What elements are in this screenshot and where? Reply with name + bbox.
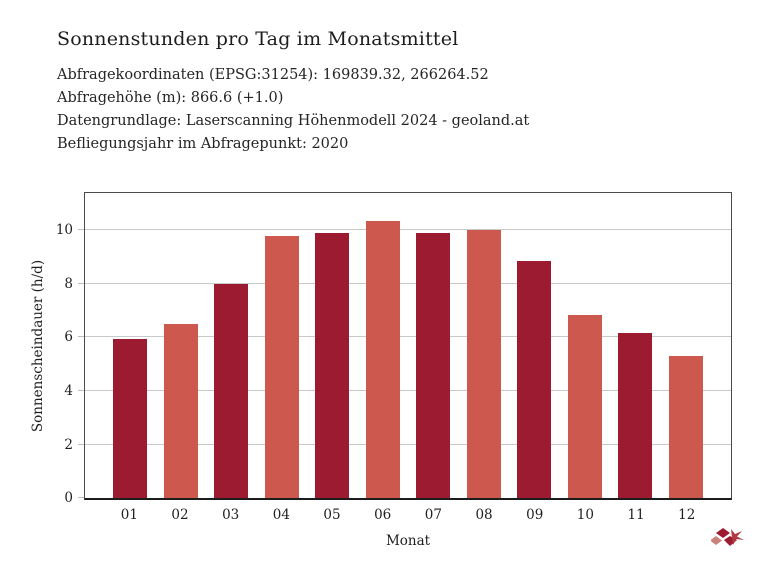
y-gridline — [85, 336, 731, 338]
plot-area: 0 2 4 6 8 10 — [56, 192, 732, 506]
y-tick-mark — [78, 282, 84, 284]
bar-slot — [610, 193, 661, 498]
x-tick-labels: 01 02 03 04 05 06 07 08 09 10 11 12 — [84, 507, 732, 523]
bar-month-04 — [264, 235, 299, 498]
x-tick-label: 07 — [424, 507, 442, 523]
x-tick-label: 06 — [374, 507, 392, 523]
x-tick-label: 05 — [323, 507, 341, 523]
bar-month-11 — [618, 333, 653, 498]
bar-month-10 — [567, 314, 602, 498]
y-gridline — [85, 443, 731, 445]
y-gridline — [85, 282, 731, 284]
bar-slot — [156, 193, 207, 498]
bar-slot — [560, 193, 611, 498]
bar-slot — [105, 193, 156, 498]
bar-month-08 — [466, 230, 501, 498]
bar-month-06 — [365, 221, 400, 498]
y-tick-mark — [78, 229, 84, 231]
bar-month-09 — [517, 261, 552, 498]
bar-slot — [307, 193, 358, 498]
x-tick-label: 02 — [171, 507, 189, 523]
x-axis-title: Monat — [385, 533, 431, 549]
y-tick-label: 4 — [64, 382, 73, 399]
bar-slot — [358, 193, 409, 498]
y-tick-mark — [78, 497, 84, 498]
x-tick-label: 04 — [272, 507, 290, 523]
bar-month-03 — [214, 283, 249, 498]
x-tick-label: 11 — [627, 507, 645, 523]
y-tick-mark — [78, 389, 84, 391]
meta-lines: Abfragekoordinaten (EPSG:31254): 169839.… — [57, 64, 529, 156]
red-diamonds-brand-logo-icon — [711, 528, 744, 546]
bar-slot — [459, 193, 510, 498]
x-tick-label: 12 — [678, 507, 696, 523]
x-tick-label: 01 — [120, 507, 138, 523]
meta-line: Datengrundlage: Laserscanning Höhenmodel… — [57, 113, 530, 129]
bar-slot — [408, 193, 459, 498]
y-gridline — [85, 229, 731, 231]
y-tick-label: 8 — [64, 275, 73, 292]
x-tick-label: 10 — [576, 507, 594, 523]
bar-month-05 — [315, 233, 350, 498]
bar-month-01 — [113, 338, 148, 498]
y-axis-title: Sonnenscheindauer (h/d) — [30, 259, 46, 433]
meta-line: Abfragekoordinaten (EPSG:31254): 169839.… — [57, 67, 489, 83]
y-tick-label: 6 — [64, 329, 73, 346]
y-tick-label: 10 — [55, 222, 73, 239]
x-tick-label: 03 — [222, 507, 240, 523]
meta-line: Befliegungsjahr im Abfragepunkt: 2020 — [57, 136, 349, 152]
bar-month-07 — [416, 233, 451, 498]
y-tick-label: 2 — [64, 436, 73, 453]
meta-line: Abfragehöhe (m): 866.6 (+1.0) — [57, 90, 284, 106]
x-tick-label: 09 — [526, 507, 544, 523]
bar-slot — [206, 193, 257, 498]
bar-month-12 — [668, 356, 703, 498]
bars-row — [85, 193, 731, 498]
chart-title: Sonnenstunden pro Tag im Monatsmittel — [57, 28, 459, 50]
y-tick-mark — [78, 336, 84, 338]
x-tick-label: 08 — [475, 507, 493, 523]
y-tick-mark — [78, 443, 84, 445]
y-gridline — [85, 389, 731, 391]
bar-slot — [661, 193, 712, 498]
bar-slot — [257, 193, 308, 498]
bar-month-02 — [163, 324, 198, 498]
y-tick-label: 0 — [64, 490, 73, 506]
bar-slot — [509, 193, 560, 498]
